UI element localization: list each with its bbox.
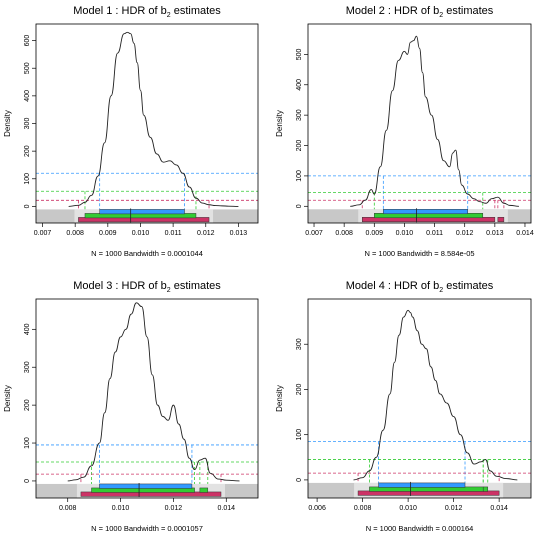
hdr-box-95-1 [199, 487, 209, 493]
hdr-box-99-1 [497, 217, 505, 223]
hdr-box-50-0 [99, 483, 193, 489]
hdr-box-95-1 [482, 486, 489, 492]
x-tick-label-6: 0.013 [230, 230, 248, 237]
y-tick-label-1: 100 [296, 429, 303, 441]
x-tick-label-3: 0.010 [132, 230, 150, 237]
y-tick-label-2: 200 [24, 145, 31, 157]
x-tick-label-7: 0.014 [516, 230, 534, 237]
x-tick-label-3: 0.014 [218, 505, 236, 512]
x-tick-label-5: 0.012 [197, 230, 215, 237]
density-curve [67, 302, 240, 482]
y-tick-label-1: 100 [24, 173, 31, 185]
x-tick-label-1: 0.010 [112, 505, 130, 512]
x-tick-label-1: 0.008 [66, 230, 84, 237]
y-axis-label: Density [3, 110, 12, 137]
y-axis-label: Density [275, 110, 284, 137]
y-tick-label-5: 500 [24, 62, 31, 74]
y-tick-label-0: 0 [24, 479, 31, 483]
y-tick-label-0: 0 [296, 478, 303, 482]
panel-model-1: 0.007 0.008 0.009 0.010 0.011 0.012 0.013 0 100 2… [3, 5, 259, 258]
y-tick-label-2: 200 [296, 384, 303, 396]
y-tick-label-3: 300 [24, 118, 31, 130]
y-axis-label: Density [275, 385, 284, 412]
density-curve [68, 31, 239, 207]
chart-caption: N = 1000 Bandwidth = 0.0001057 [91, 524, 203, 533]
y-tick-label-0: 0 [24, 204, 31, 208]
y-tick-label-1: 100 [296, 170, 303, 182]
x-tick-label-0: 0.007 [34, 230, 52, 237]
chart-caption: N = 1000 Bandwidth = 0.000164 [366, 524, 474, 533]
plot-frame [307, 23, 532, 224]
chart-title: Model 2 : HDR of b2 estimates [346, 5, 494, 19]
x-tick-label-4: 0.014 [490, 505, 508, 512]
x-tick-label-6: 0.013 [486, 230, 504, 237]
x-tick-label-4: 0.011 [165, 230, 182, 237]
y-tick-label-4: 400 [24, 90, 31, 102]
chart-caption: N = 1000 Bandwidth = 8.584e-05 [364, 249, 474, 258]
y-tick-label-4: 400 [24, 323, 31, 335]
chart-title: Model 1 : HDR of b2 estimates [73, 5, 221, 19]
panel-model-3: 0.008 0.010 0.012 0.014 0 100 200 300 400 Density… [3, 280, 259, 533]
plot-frame [35, 298, 259, 499]
y-tick-label-2: 200 [24, 399, 31, 411]
plot-frame [307, 298, 532, 499]
x-tick-label-3: 0.012 [445, 505, 463, 512]
hdr-box-50-0 [99, 209, 185, 215]
x-tick-label-4: 0.011 [426, 230, 443, 237]
y-tick-label-0: 0 [296, 204, 303, 208]
y-tick-label-2: 200 [296, 140, 303, 152]
y-tick-label-3: 300 [296, 338, 303, 350]
y-tick-label-1: 100 [24, 437, 31, 449]
plot-area [36, 31, 258, 223]
hdr-box-50-0 [378, 482, 466, 488]
x-tick-label-2: 0.009 [366, 230, 384, 237]
chart-title: Model 3 : HDR of b2 estimates [73, 280, 221, 294]
y-tick-label-3: 300 [296, 109, 303, 121]
y-tick-label-6: 600 [24, 35, 31, 47]
plot-area [308, 35, 531, 223]
plot-area [36, 302, 258, 498]
y-axis-label: Density [3, 385, 12, 412]
chart-title: Model 4 : HDR of b2 estimates [346, 280, 494, 294]
panel-model-4: 0.006 0.008 0.010 0.012 0.014 0 100 200 300 Densi… [275, 280, 532, 533]
x-tick-label-0: 0.007 [305, 230, 323, 237]
x-tick-label-1: 0.008 [335, 230, 353, 237]
x-tick-label-2: 0.010 [399, 505, 417, 512]
y-tick-label-5: 500 [296, 48, 303, 60]
y-tick-label-4: 400 [296, 79, 303, 91]
panel-model-2: 0.007 0.008 0.009 0.010 0.011 0.012 0.013 0.014… [275, 5, 534, 258]
x-tick-label-1: 0.008 [354, 505, 372, 512]
x-tick-label-5: 0.012 [456, 230, 474, 237]
density-curve [353, 309, 518, 481]
x-tick-label-3: 0.010 [396, 230, 414, 237]
density-curve [350, 35, 519, 207]
plot-area [308, 309, 531, 498]
x-tick-label-0: 0.006 [308, 505, 326, 512]
x-tick-label-2: 0.012 [165, 505, 183, 512]
hdr-box-50-0 [383, 209, 468, 215]
x-tick-label-2: 0.009 [99, 230, 117, 237]
y-tick-label-3: 300 [24, 361, 31, 373]
x-tick-label-0: 0.008 [59, 505, 77, 512]
chart-caption: N = 1000 Bandwidth = 0.0001044 [91, 249, 203, 258]
